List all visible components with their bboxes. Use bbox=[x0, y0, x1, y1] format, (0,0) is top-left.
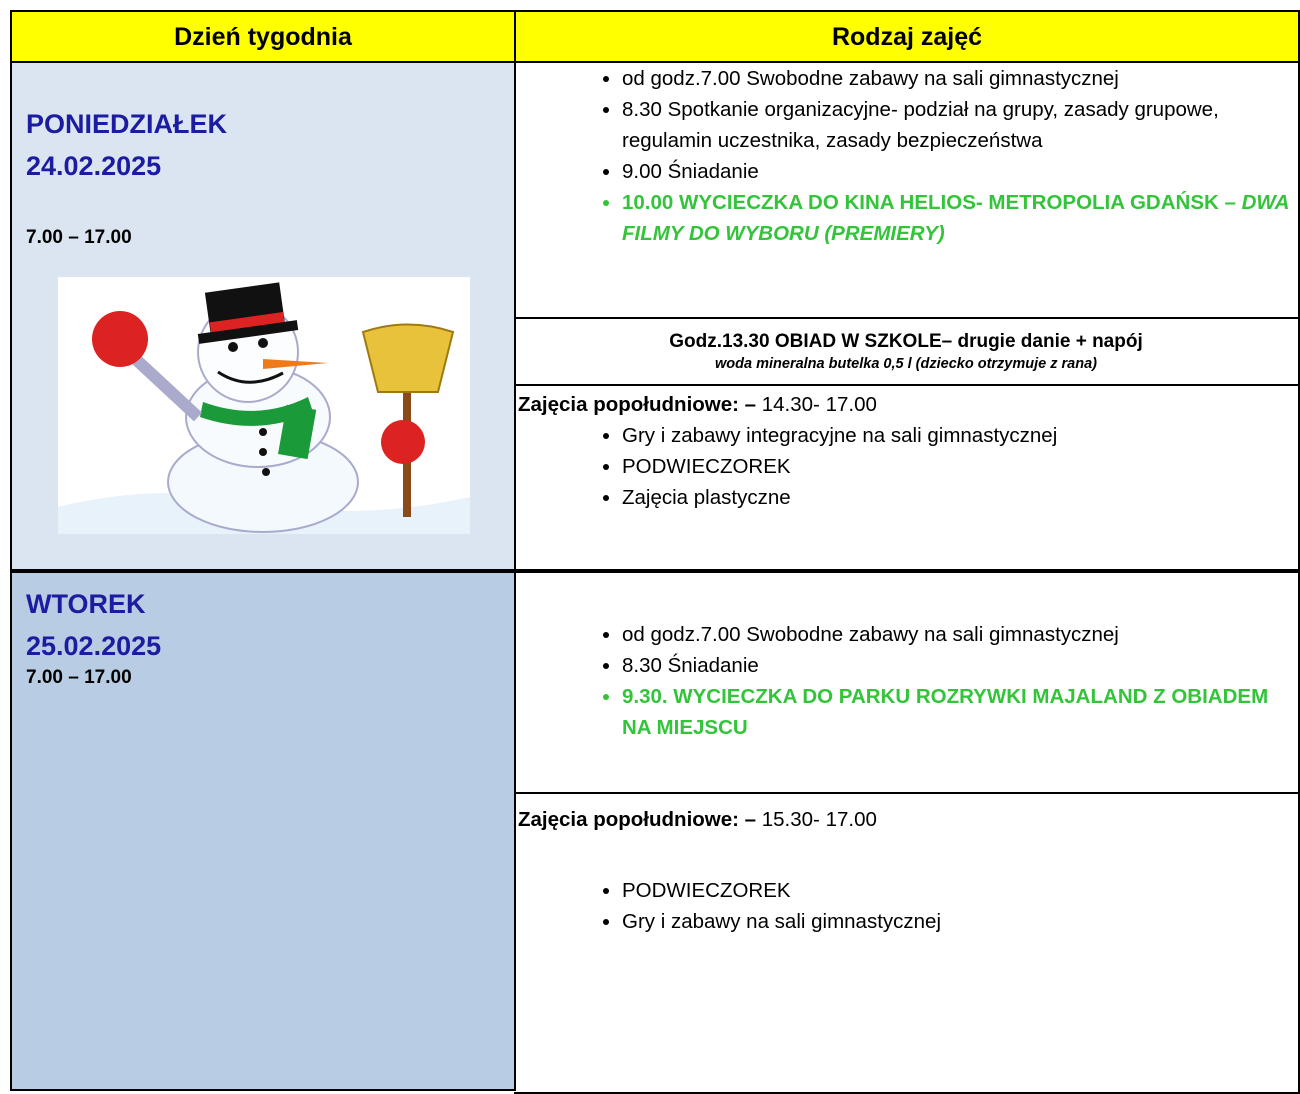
date: 24.02.2025 bbox=[26, 151, 162, 181]
activity: PODWIECZOREK bbox=[622, 451, 1298, 482]
activity: od godz.7.00 Swobodne zabawy na sali gim… bbox=[622, 619, 1298, 650]
page: Dzień tygodnia Rodzaj zajęć PONIEDZIAŁEK… bbox=[0, 0, 1300, 1071]
afternoon-cell: Zajęcia popołudniowe: – 14.30- 17.00 Gry… bbox=[514, 386, 1300, 571]
morning-list: od godz.7.00 Swobodne zabawy na sali gim… bbox=[514, 63, 1298, 249]
day: WTOREK bbox=[26, 589, 146, 619]
day: PONIEDZIAŁEK bbox=[26, 109, 228, 139]
trip: 10.00 WYCIECZKA DO KINA HELIOS- METROPOL… bbox=[622, 187, 1298, 249]
afternoon-hours: 14.30- 17.00 bbox=[756, 393, 877, 416]
morning-cell: od godz.7.00 Swobodne zabawy na sali gim… bbox=[514, 63, 1300, 319]
activity: Gry i zabawy na sali gimnastycznej bbox=[622, 906, 1298, 937]
lunch-note: woda mineralna butelka 0,5 l (dziecko ot… bbox=[715, 356, 1097, 372]
lunch: Godz.13.30 OBIAD W SZKOLE– drugie danie … bbox=[669, 331, 1143, 352]
header-day: Dzień tygodnia bbox=[10, 10, 516, 63]
lunch-cell: Godz.13.30 OBIAD W SZKOLE– drugie danie … bbox=[514, 319, 1300, 386]
day-cell: PONIEDZIAŁEK 24.02.2025 7.00 – 17.00 bbox=[10, 63, 516, 571]
trip-text: 10.00 WYCIECZKA DO KINA HELIOS- METROPOL… bbox=[622, 191, 1242, 214]
activity: Zajęcia plastyczne bbox=[622, 482, 1298, 513]
afternoon-label: Zajęcia popołudniowe: – bbox=[518, 808, 757, 831]
afternoon-list: PODWIECZOREK Gry i zabawy na sali gimnas… bbox=[514, 875, 1298, 937]
trip: 9.30. WYCIECZKA DO PARKU ROZRYWKI MAJALA… bbox=[622, 681, 1298, 743]
header-activity: Rodzaj zajęć bbox=[514, 10, 1300, 63]
morning-list: od godz.7.00 Swobodne zabawy na sali gim… bbox=[514, 619, 1298, 743]
afternoon-hours: 15.30- 17.00 bbox=[756, 808, 877, 831]
day-cell: WTOREK 25.02.2025 7.00 – 17.00 bbox=[10, 571, 516, 1091]
snowman-image bbox=[58, 277, 470, 534]
date: 25.02.2025 bbox=[26, 631, 162, 661]
activity: 8.30 Spotkanie organizacyjne- podział na… bbox=[622, 94, 1298, 156]
hours: 7.00 – 17.00 bbox=[26, 667, 132, 688]
trip-note: DWA FILMY DO WYBORU (PREMIERY) bbox=[622, 191, 1289, 245]
hours: 7.00 – 17.00 bbox=[26, 227, 132, 248]
activity: 9.00 Śniadanie bbox=[622, 156, 1298, 187]
activity: PODWIECZOREK bbox=[622, 875, 1298, 906]
afternoon-cell: Zajęcia popołudniowe: – 15.30- 17.00 POD… bbox=[514, 794, 1300, 1094]
afternoon-label: Zajęcia popołudniowe: – bbox=[518, 393, 757, 416]
activity: Gry i zabawy integracyjne na sali gimnas… bbox=[622, 420, 1298, 451]
morning-cell: od godz.7.00 Swobodne zabawy na sali gim… bbox=[514, 571, 1300, 794]
activity: 8.30 Śniadanie bbox=[622, 650, 1298, 681]
afternoon-list: Gry i zabawy integracyjne na sali gimnas… bbox=[514, 420, 1298, 513]
activity: od godz.7.00 Swobodne zabawy na sali gim… bbox=[622, 63, 1298, 94]
